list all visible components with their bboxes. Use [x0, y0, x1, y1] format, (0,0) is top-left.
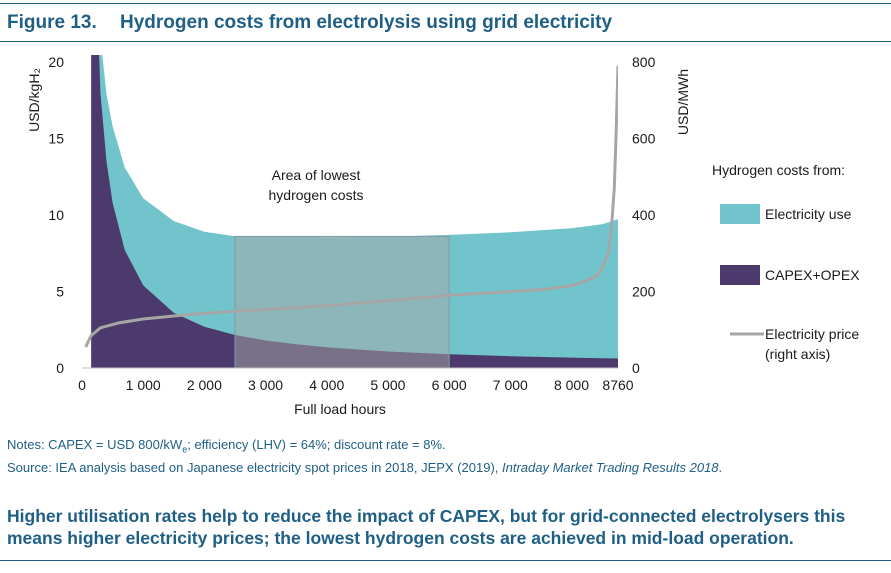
title-rule	[0, 41, 891, 42]
figure-number: Figure 13.	[7, 12, 97, 33]
hydrogen-cost-chart: 0 1 000 2 000 3 000 4 000 5 000 6 000 7 000 8 00…	[26, 54, 860, 417]
y-right-tick-label: 600	[632, 131, 656, 147]
legend-label: Electricity price	[765, 326, 859, 342]
y-left-tick-label: 0	[56, 360, 64, 376]
x-tick-label: 0	[78, 377, 86, 393]
legend-label: CAPEX+OPEX	[765, 267, 860, 283]
annotation-line-2: hydrogen costs	[269, 187, 364, 203]
notes-suffix: ; efficiency (LHV) = 64%; discount rate …	[187, 437, 446, 452]
notes-line: Notes: CAPEX = USD 800/kWe; efficiency (…	[7, 437, 446, 455]
y-left-axis-title: USD/kgH₂	[26, 68, 42, 132]
y-left-tick-label: 5	[56, 284, 64, 300]
y-right-axis-title: USD/MWh	[675, 69, 691, 135]
y-left-tick-label: 10	[48, 207, 64, 223]
x-tick-label: 5 000	[370, 377, 405, 393]
top-rule	[0, 3, 891, 4]
annotation-line-1: Area of lowest	[272, 167, 361, 183]
y-right-tick-label: 0	[632, 360, 640, 376]
capex-opex-area	[91, 55, 618, 368]
source-prefix: Source: IEA analysis based on Japanese e…	[7, 460, 502, 475]
y-left-tick-label: 20	[48, 54, 64, 70]
x-tick-label: 8760	[602, 377, 633, 393]
x-tick-label: 2 000	[187, 377, 222, 393]
y-right-tick-label: 800	[632, 54, 656, 70]
notes-prefix: Notes: CAPEX = USD 800/kW	[7, 437, 183, 452]
source-suffix: .	[718, 460, 723, 475]
figure-title: Figure 13. Hydrogen costs from electrolys…	[7, 12, 612, 34]
x-axis-title: Full load hours	[294, 401, 386, 417]
conclusion-text: Higher utilisation rates help to reduce …	[7, 506, 846, 548]
x-tick-label: 8 000	[554, 377, 589, 393]
bottom-rule	[0, 560, 891, 561]
x-tick-label: 4 000	[309, 377, 344, 393]
source-line: Source: IEA analysis based on Japanese e…	[7, 460, 722, 475]
y-left-tick-label: 15	[48, 131, 64, 147]
lowest-cost-area-box	[234, 235, 450, 369]
y-right-tick-label: 400	[632, 207, 656, 223]
legend-label: Electricity use	[765, 206, 852, 222]
figure-title-text: Hydrogen costs from electrolysis using g…	[120, 12, 613, 33]
legend-label: (right axis)	[765, 346, 830, 362]
x-tick-label: 3 000	[248, 377, 283, 393]
legend-title: Hydrogen costs from:	[712, 162, 845, 178]
x-tick-label: 7 000	[493, 377, 528, 393]
source-italic: Intraday Market Trading Results 2018	[502, 460, 719, 475]
legend-swatch	[720, 265, 760, 285]
x-tick-label: 6 000	[432, 377, 467, 393]
electricity-use-area	[91, 55, 618, 368]
y-right-tick-label: 200	[632, 284, 656, 300]
notes-subscript: e	[182, 444, 188, 455]
legend-swatch	[720, 204, 760, 224]
electricity-price-line	[84, 65, 618, 348]
x-tick-label: 1 000	[126, 377, 161, 393]
